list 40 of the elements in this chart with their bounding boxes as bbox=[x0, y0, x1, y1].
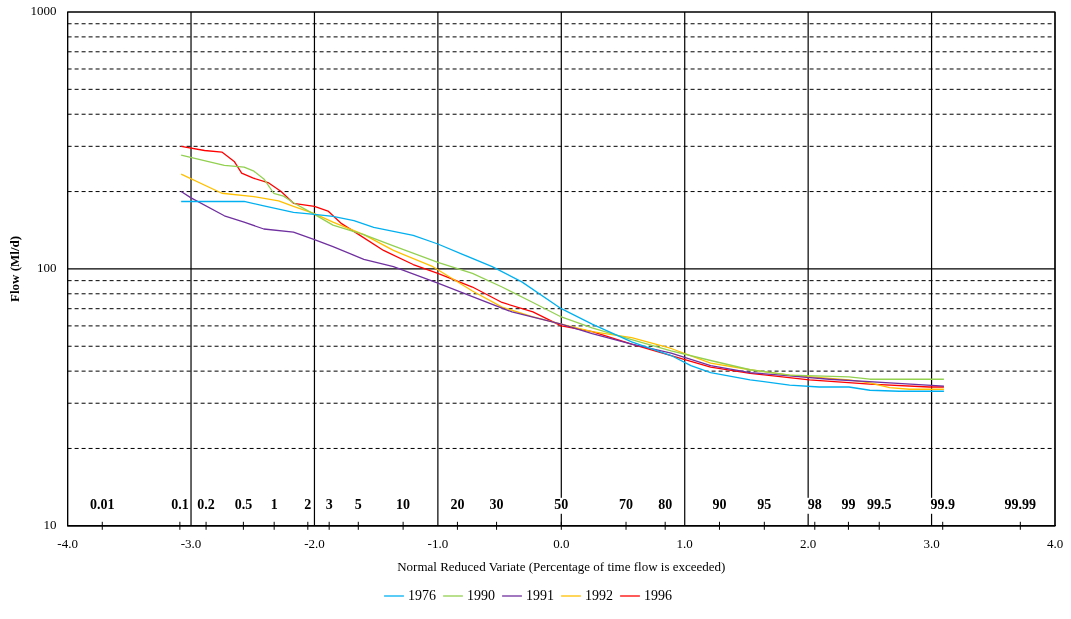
annotation: 70 bbox=[619, 497, 634, 513]
x-tick-label: -3.0 bbox=[180, 536, 202, 552]
legend-label: 1992 bbox=[585, 587, 613, 603]
annotation: 5 bbox=[354, 497, 362, 513]
x-tick-label: 2.0 bbox=[800, 536, 817, 552]
x-tick-label: 1.0 bbox=[676, 536, 693, 552]
annotation: 20 bbox=[450, 497, 465, 513]
legend-label: 1996 bbox=[644, 587, 672, 603]
annotation: 50 bbox=[554, 497, 569, 513]
annotation: 3 bbox=[325, 497, 333, 513]
y-axis-title: Flow (Ml/d) bbox=[7, 235, 23, 302]
legend-label: 1991 bbox=[526, 587, 554, 603]
x-tick-label: -1.0 bbox=[427, 536, 449, 552]
annotation: 99.9 bbox=[930, 497, 955, 513]
annotation: 95 bbox=[757, 497, 772, 513]
x-tick-label: 4.0 bbox=[1046, 536, 1064, 552]
x-tick-label: 3.0 bbox=[923, 536, 940, 552]
legend-label: 1990 bbox=[467, 587, 495, 603]
x-tick-label: 0.0 bbox=[553, 536, 570, 552]
annotation: 0.01 bbox=[90, 497, 115, 513]
y-tick-label: 100 bbox=[37, 260, 57, 276]
legend-label: 1976 bbox=[408, 587, 436, 603]
annotation: 10 bbox=[396, 497, 411, 513]
annotation: 90 bbox=[712, 497, 727, 513]
annotation: 30 bbox=[489, 497, 504, 513]
annotation: 0.1 bbox=[171, 497, 189, 513]
annotation: 99.5 bbox=[866, 497, 892, 513]
annotation: 98 bbox=[807, 497, 822, 513]
x-tick-label: -4.0 bbox=[57, 536, 78, 552]
annotation: 80 bbox=[658, 497, 673, 513]
annotation: 99.99 bbox=[1004, 497, 1037, 513]
annotation: 0.5 bbox=[234, 497, 253, 513]
y-tick-label: 1000 bbox=[30, 3, 57, 19]
annotation: 0.2 bbox=[197, 497, 215, 513]
x-tick-label: -2.0 bbox=[304, 536, 325, 552]
annotation: 2 bbox=[304, 497, 312, 513]
annotation: 1 bbox=[270, 497, 278, 513]
annotation: 99 bbox=[841, 497, 856, 513]
x-axis-title: Normal Reduced Variate (Percentage of time flow is exceeded) bbox=[397, 558, 726, 574]
y-tick-label: 10 bbox=[43, 517, 57, 533]
